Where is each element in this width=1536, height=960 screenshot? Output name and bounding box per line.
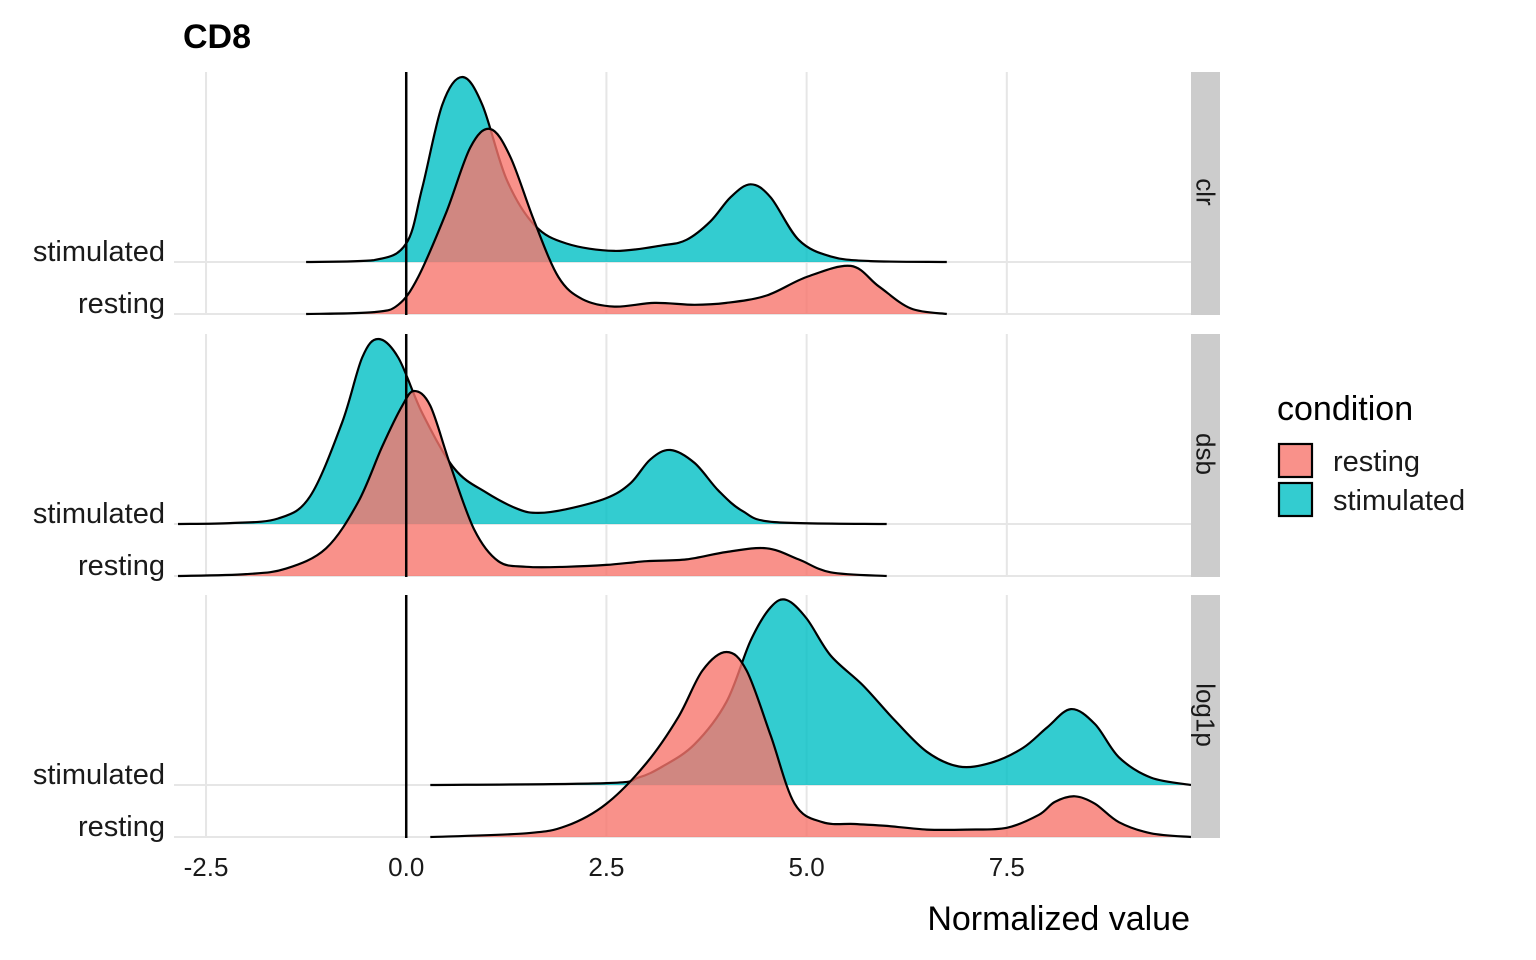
legend-label-stimulated: stimulated <box>1333 485 1465 517</box>
row-label-resting: resting <box>78 288 165 320</box>
row-label-resting: resting <box>78 550 165 582</box>
facet-strip-dsb <box>1191 334 1220 577</box>
facet-strip-log1p <box>1191 595 1220 838</box>
facet-label-log1p: log1p <box>1191 683 1221 747</box>
row-label-stimulated: stimulated <box>33 759 165 791</box>
density-fill-dsb-resting <box>178 391 887 576</box>
density-fill-clr-resting <box>306 128 947 314</box>
density-line-dsb-resting <box>177 389 887 578</box>
x-axis-title: Normalized value <box>927 900 1190 938</box>
density-line-log1p-resting <box>430 650 1192 839</box>
density-line-clr-resting <box>306 127 947 316</box>
x-tick-label: 7.5 <box>989 852 1025 882</box>
panel-dsb: resting stimulated dsb <box>33 334 1221 582</box>
density-line-dsb-stimulated <box>177 337 887 526</box>
density-fill-clr-stimulated <box>306 77 947 262</box>
facet-label-clr: clr <box>1191 178 1221 206</box>
legend-label-resting: resting <box>1333 446 1420 478</box>
x-tick-label: 0.0 <box>388 852 424 882</box>
panel-clr: resting stimulated clr <box>33 72 1221 320</box>
legend: condition resting stimulated <box>1277 390 1465 518</box>
row-label-stimulated: stimulated <box>33 236 165 268</box>
legend-title: condition <box>1277 390 1413 428</box>
density-fill-log1p-stimulated <box>430 599 1191 785</box>
facet-strip-clr <box>1191 72 1220 315</box>
panel-log1p: resting stimulated log1p <box>33 595 1221 843</box>
chart-title: CD8 <box>183 18 251 56</box>
legend-key-stimulated <box>1277 481 1314 518</box>
row-label-stimulated: stimulated <box>33 498 165 530</box>
density-line-clr-stimulated <box>306 75 947 264</box>
x-tick-label: 5.0 <box>789 852 825 882</box>
x-tick-label: -2.5 <box>184 852 229 882</box>
facet-label-dsb: dsb <box>1191 433 1221 475</box>
legend-key-resting <box>1277 442 1314 479</box>
row-label-resting: resting <box>78 811 165 843</box>
x-axis: -2.5 0.0 2.5 5.0 7.5 <box>184 852 1025 882</box>
plot-area: resting stimulated clr resting stimulated dsb… <box>33 72 1221 843</box>
density-fill-dsb-stimulated <box>178 339 887 524</box>
x-tick-label: 2.5 <box>588 852 624 882</box>
